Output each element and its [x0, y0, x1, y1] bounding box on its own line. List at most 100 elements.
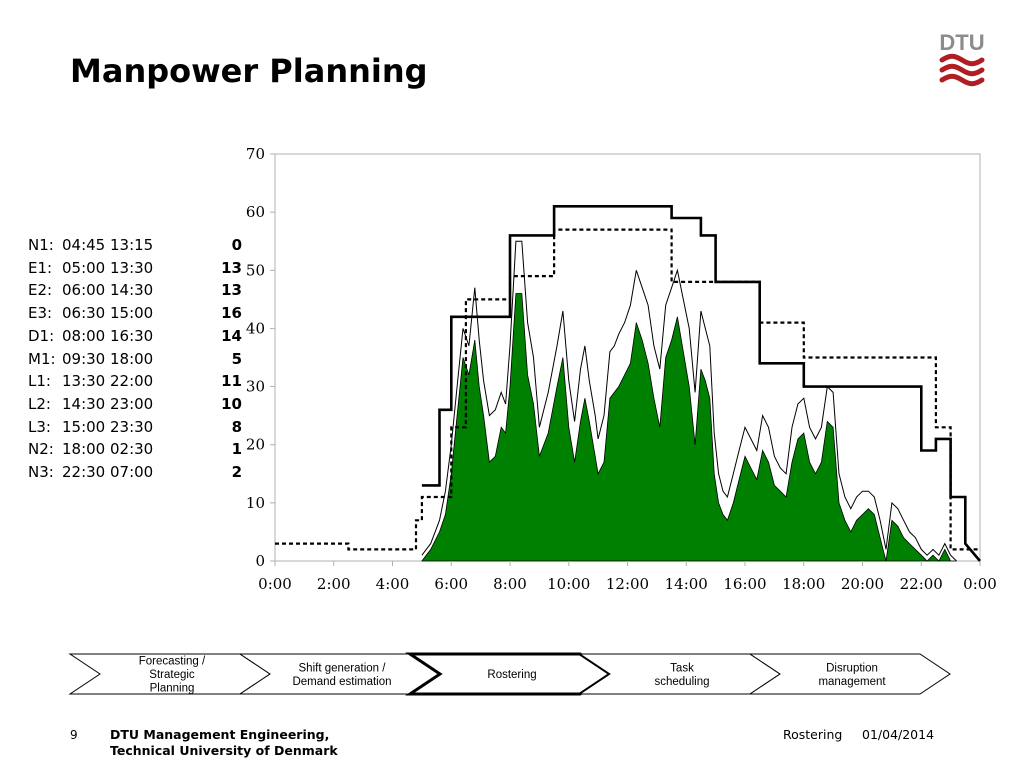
- shift-row: E3: 06:30 15:00 16: [28, 302, 242, 325]
- shift-label: N3:: [28, 463, 54, 482]
- shift-time: 13:30 22:00: [62, 372, 154, 391]
- shift-row: N2: 18:00 02:30 1: [28, 438, 242, 461]
- x-tick-label: 6:00: [434, 575, 468, 593]
- shift-count: 10: [221, 394, 242, 413]
- footer-page-number: 9: [70, 728, 78, 742]
- shift-label: N1:: [28, 236, 54, 254]
- shift-label: N2:: [28, 440, 54, 459]
- y-tick-label: 60: [246, 203, 265, 221]
- y-tick-label: 30: [246, 378, 265, 396]
- shift-time: 05:00 13:30: [62, 258, 154, 277]
- logo-wave-1: [939, 63, 985, 77]
- process-step: Rostering: [405, 652, 613, 696]
- y-tick-label: 20: [246, 436, 265, 454]
- footer-topic: Rostering: [783, 727, 843, 742]
- series-dashed-step: [275, 228, 980, 551]
- x-tick-label: 16:00: [723, 575, 766, 593]
- shift-table: N1: 04:45 13:15 0 E1: 05:00 13:30 13 E2: 06:00 …: [28, 234, 242, 484]
- shift-time: 09:30 18:00: [62, 349, 154, 368]
- y-tick-label: 40: [246, 319, 265, 337]
- x-tick-label: 4:00: [376, 575, 410, 593]
- shift-time: 22:30 07:00: [62, 463, 154, 482]
- process-step-label: scheduling: [655, 676, 710, 688]
- shift-label: E1:: [28, 258, 53, 277]
- x-tick-label: 12:00: [606, 575, 649, 593]
- shift-count: 13: [221, 258, 242, 277]
- x-tick-label: 0:00: [963, 575, 997, 593]
- process-step: Forecasting /Strategic Planning: [68, 653, 271, 695]
- x-tick-label: 2:00: [317, 575, 351, 593]
- process-step-label: management: [818, 676, 886, 688]
- x-tick-label: 10:00: [547, 575, 590, 593]
- shift-count: 11: [221, 372, 242, 391]
- shift-row: E1: 05:00 13:30 13: [28, 257, 242, 280]
- series-area-green: [421, 293, 957, 562]
- shift-row: N3: 22:30 07:00 2: [28, 461, 242, 484]
- x-tick-label: 20:00: [841, 575, 884, 593]
- shift-time: 06:30 15:00: [62, 304, 154, 323]
- shift-label: L2:: [28, 394, 51, 413]
- process-step-label: Shift generation /: [299, 662, 387, 674]
- x-tick-label: 0:00: [258, 575, 292, 593]
- shift-count: 16: [221, 304, 242, 323]
- y-tick-label: 70: [246, 145, 265, 163]
- shift-row: D1: 08:00 16:30 14: [28, 325, 242, 348]
- shift-label: E3:: [28, 304, 53, 323]
- logo-text: DTU: [939, 30, 984, 55]
- series-thin-line: [421, 240, 957, 562]
- shift-count: 8: [231, 417, 242, 436]
- shift-time: 18:00 02:30: [62, 440, 154, 459]
- shift-label: E2:: [28, 281, 53, 300]
- shift-row: M1: 09:30 18:00 5: [28, 348, 242, 371]
- x-tick-label: 22:00: [900, 575, 943, 593]
- shift-count: 2: [231, 463, 242, 482]
- footer-org-line2: Technical University of Denmark: [110, 743, 338, 758]
- footer-org-line1: DTU Management Engineering,: [110, 727, 330, 742]
- shift-count: 1: [231, 440, 242, 459]
- process-step: Shift generation / Demand estimation: [238, 653, 441, 695]
- shift-row: L1: 13:30 22:00 11: [28, 370, 242, 393]
- shift-time: 04:45 13:15: [62, 236, 154, 254]
- shift-count: 0: [231, 236, 242, 254]
- logo-waves: [939, 53, 985, 87]
- process-step-label: Planning: [150, 683, 195, 695]
- process-step: Task scheduling: [578, 653, 781, 695]
- logo-wave-0: [939, 53, 985, 67]
- shift-count: 14: [221, 326, 242, 345]
- manpower-chart: 0 10 20 30 40 50 60 70 0:00 2:00 4:00 6:00 8:00 10:00…: [246, 145, 997, 593]
- process-flow: Forecasting /Strategic Planning Shift gene…: [68, 652, 951, 696]
- y-tick-label: 50: [246, 261, 265, 279]
- shift-label: D1:: [28, 326, 55, 345]
- shift-row: E2: 06:00 14:30 13: [28, 279, 242, 302]
- footer-organization: DTU Management Engineering, Technical Un…: [110, 727, 338, 759]
- process-step-label: Disruption: [826, 662, 878, 674]
- x-tick-label: 8:00: [493, 575, 527, 593]
- y-tick-label: 10: [246, 494, 265, 512]
- process-step-label: Demand estimation: [292, 676, 391, 688]
- shift-row: L3: 15:00 23:30 8: [28, 416, 242, 439]
- logo-wave-2: [939, 73, 985, 87]
- shift-count: 13: [221, 281, 242, 300]
- y-tick-label: 0: [255, 552, 265, 570]
- shift-label: L1:: [28, 372, 51, 391]
- process-step-label: Task: [670, 662, 694, 674]
- shift-time: 15:00 23:30: [62, 417, 154, 436]
- shift-label: M1:: [28, 349, 56, 368]
- process-step-label: Rostering: [487, 669, 536, 681]
- series-thick-step: [421, 205, 981, 562]
- shift-time: 14:30 23:00: [62, 394, 154, 413]
- shift-time: 08:00 16:30: [62, 326, 154, 345]
- process-step-shape: [748, 653, 951, 695]
- process-step-label: Strategic: [149, 669, 195, 681]
- dtu-logo-icon: DTU: [939, 30, 985, 87]
- shift-row: L2: 14:30 23:00 10: [28, 393, 242, 416]
- footer-date: 01/04/2014: [862, 727, 935, 742]
- x-tick-label: 18:00: [782, 575, 825, 593]
- slide-title: Manpower Planning: [70, 52, 428, 90]
- x-tick-label: 14:00: [665, 575, 708, 593]
- shift-time: 06:00 14:30: [62, 281, 154, 300]
- process-step: Disruption management: [748, 653, 951, 695]
- shift-count: 5: [231, 349, 242, 368]
- shift-row: N1: 04:45 13:15 0: [28, 234, 242, 257]
- shift-label: L3:: [28, 417, 51, 436]
